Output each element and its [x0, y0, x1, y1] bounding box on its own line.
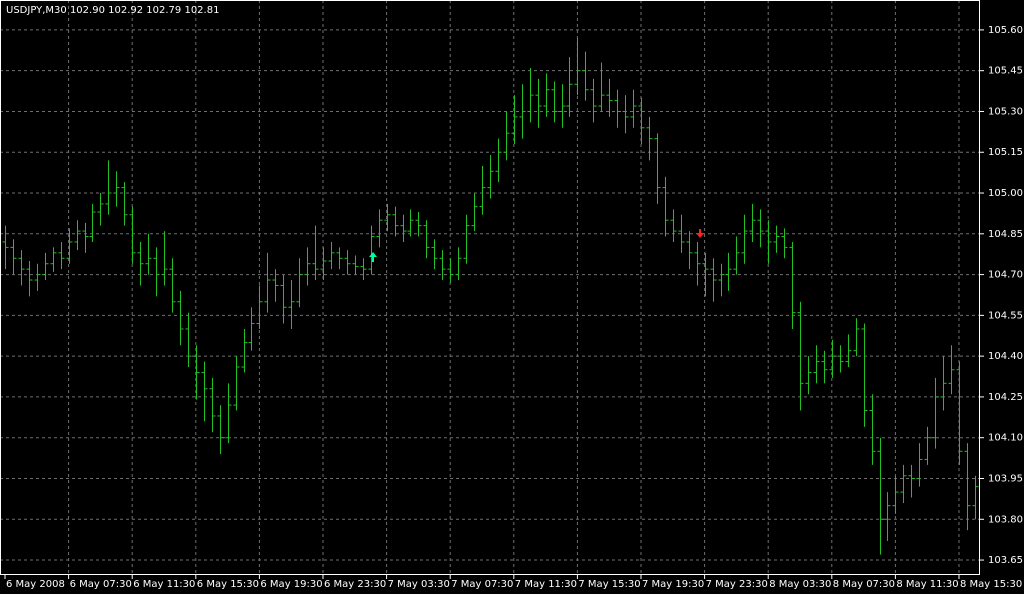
- sell-arrow: [696, 229, 704, 238]
- grid: [0, 0, 980, 575]
- y-tick-label: 104.70: [988, 270, 1023, 281]
- x-tick-label: 7 May 23:30: [706, 579, 768, 590]
- y-tick-label: 104.40: [988, 351, 1023, 362]
- y-tick-label: 105.60: [988, 25, 1023, 36]
- x-tick-label: 7 May 19:30: [642, 579, 704, 590]
- x-tick-label: 7 May 15:30: [578, 579, 640, 590]
- chart-title: USDJPY,M30 102.90 102.92 102.79 102.81: [6, 5, 219, 16]
- x-tick-label: 6 May 07:30: [70, 579, 132, 590]
- x-tick-label: 6 May 23:30: [324, 579, 386, 590]
- x-tick-label: 6 May 15:30: [197, 579, 259, 590]
- y-tick-label: 105.30: [988, 106, 1023, 117]
- y-tick-label: 105.15: [988, 147, 1023, 158]
- x-tick-label: 6 May 19:30: [260, 579, 322, 590]
- y-tick-label: 104.55: [988, 310, 1023, 321]
- x-tick-label: 7 May 07:30: [451, 579, 513, 590]
- y-tick-label: 104.85: [988, 229, 1023, 240]
- y-tick-label: 103.95: [988, 473, 1023, 484]
- y-tick-label: 103.65: [988, 555, 1023, 566]
- y-tick-label: 105.45: [988, 66, 1023, 77]
- x-tick-label: 8 May 15:30: [960, 579, 1022, 590]
- x-tick-label: 8 May 07:30: [833, 579, 895, 590]
- plot-frame: [0, 0, 980, 575]
- x-tick-label: 8 May 11:30: [896, 579, 958, 590]
- y-tick-label: 103.80: [988, 514, 1023, 525]
- x-tick-label: 7 May 11:30: [515, 579, 577, 590]
- x-tick-label: 8 May 03:30: [769, 579, 831, 590]
- x-tick-label: 7 May 03:30: [388, 579, 450, 590]
- y-tick-label: 105.00: [988, 188, 1023, 199]
- x-tick-label: 6 May 11:30: [133, 579, 195, 590]
- x-tick-label: 6 May 2008: [6, 579, 65, 590]
- y-tick-label: 104.10: [988, 433, 1023, 444]
- y-tick-label: 104.25: [988, 392, 1023, 403]
- buy-arrow: [369, 252, 377, 262]
- bars: [2, 38, 979, 555]
